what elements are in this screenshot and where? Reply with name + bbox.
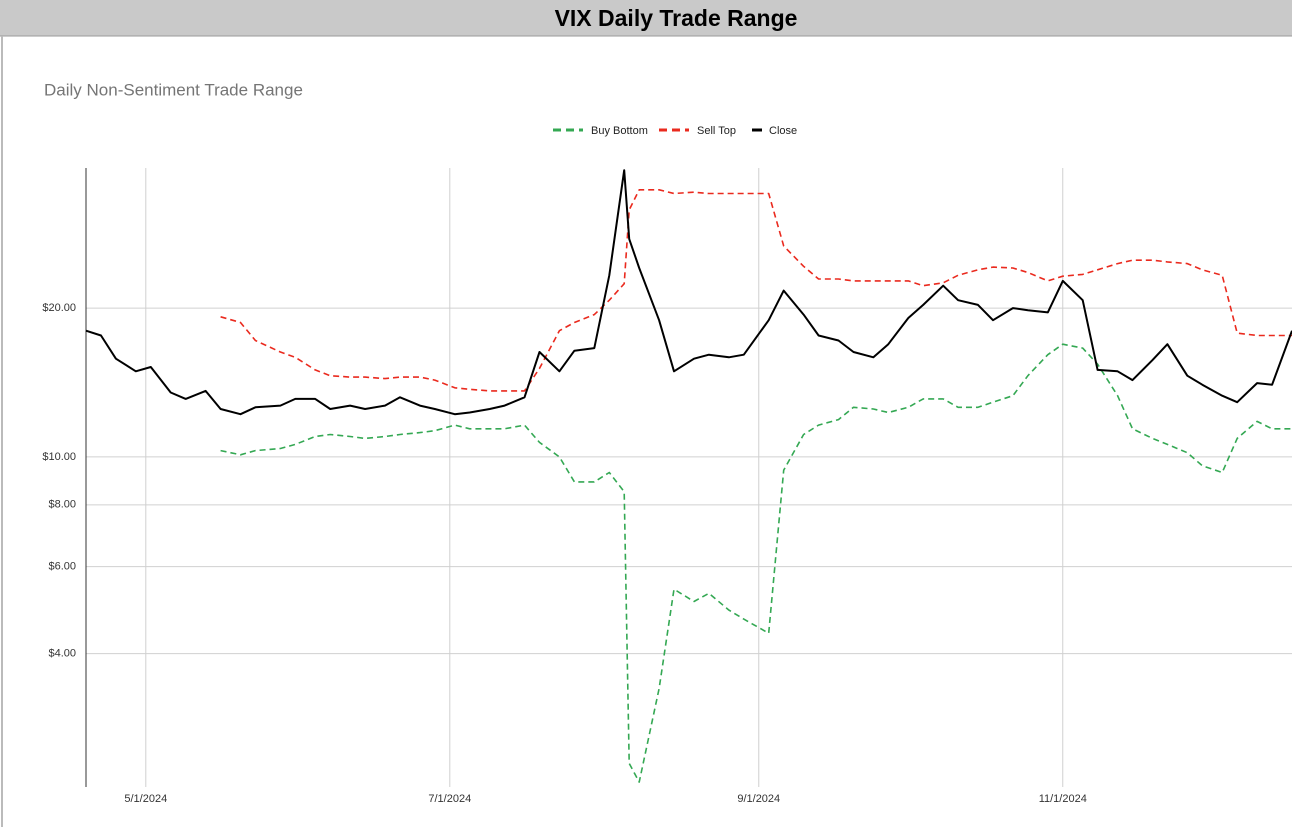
series-line xyxy=(85,169,1292,416)
x-tick-label: 11/1/2024 xyxy=(1039,793,1087,805)
y-tick-label: $8.00 xyxy=(48,499,76,511)
x-tick-label: 9/1/2024 xyxy=(737,793,780,805)
x-tick-label: 7/1/2024 xyxy=(428,793,471,805)
chart-title: Daily Non-Sentiment Trade Range xyxy=(44,80,303,99)
header-bar xyxy=(0,0,1292,36)
y-tick-label: $4.00 xyxy=(48,648,76,660)
sheet-title: VIX Daily Trade Range xyxy=(555,5,798,31)
y-tick-label: $20.00 xyxy=(42,302,76,314)
y-tick-label: $10.00 xyxy=(42,451,76,463)
y-tick-label: $6.00 xyxy=(48,561,76,573)
x-tick-label: 5/1/2024 xyxy=(124,793,167,805)
legend-label: Sell Top xyxy=(697,125,736,137)
legend-label: Buy Bottom xyxy=(591,125,648,137)
series-line xyxy=(220,189,1292,392)
series-line xyxy=(220,343,1292,783)
legend: Buy Bottom Sell Top Close xyxy=(553,125,797,137)
legend-label: Close xyxy=(769,125,797,137)
